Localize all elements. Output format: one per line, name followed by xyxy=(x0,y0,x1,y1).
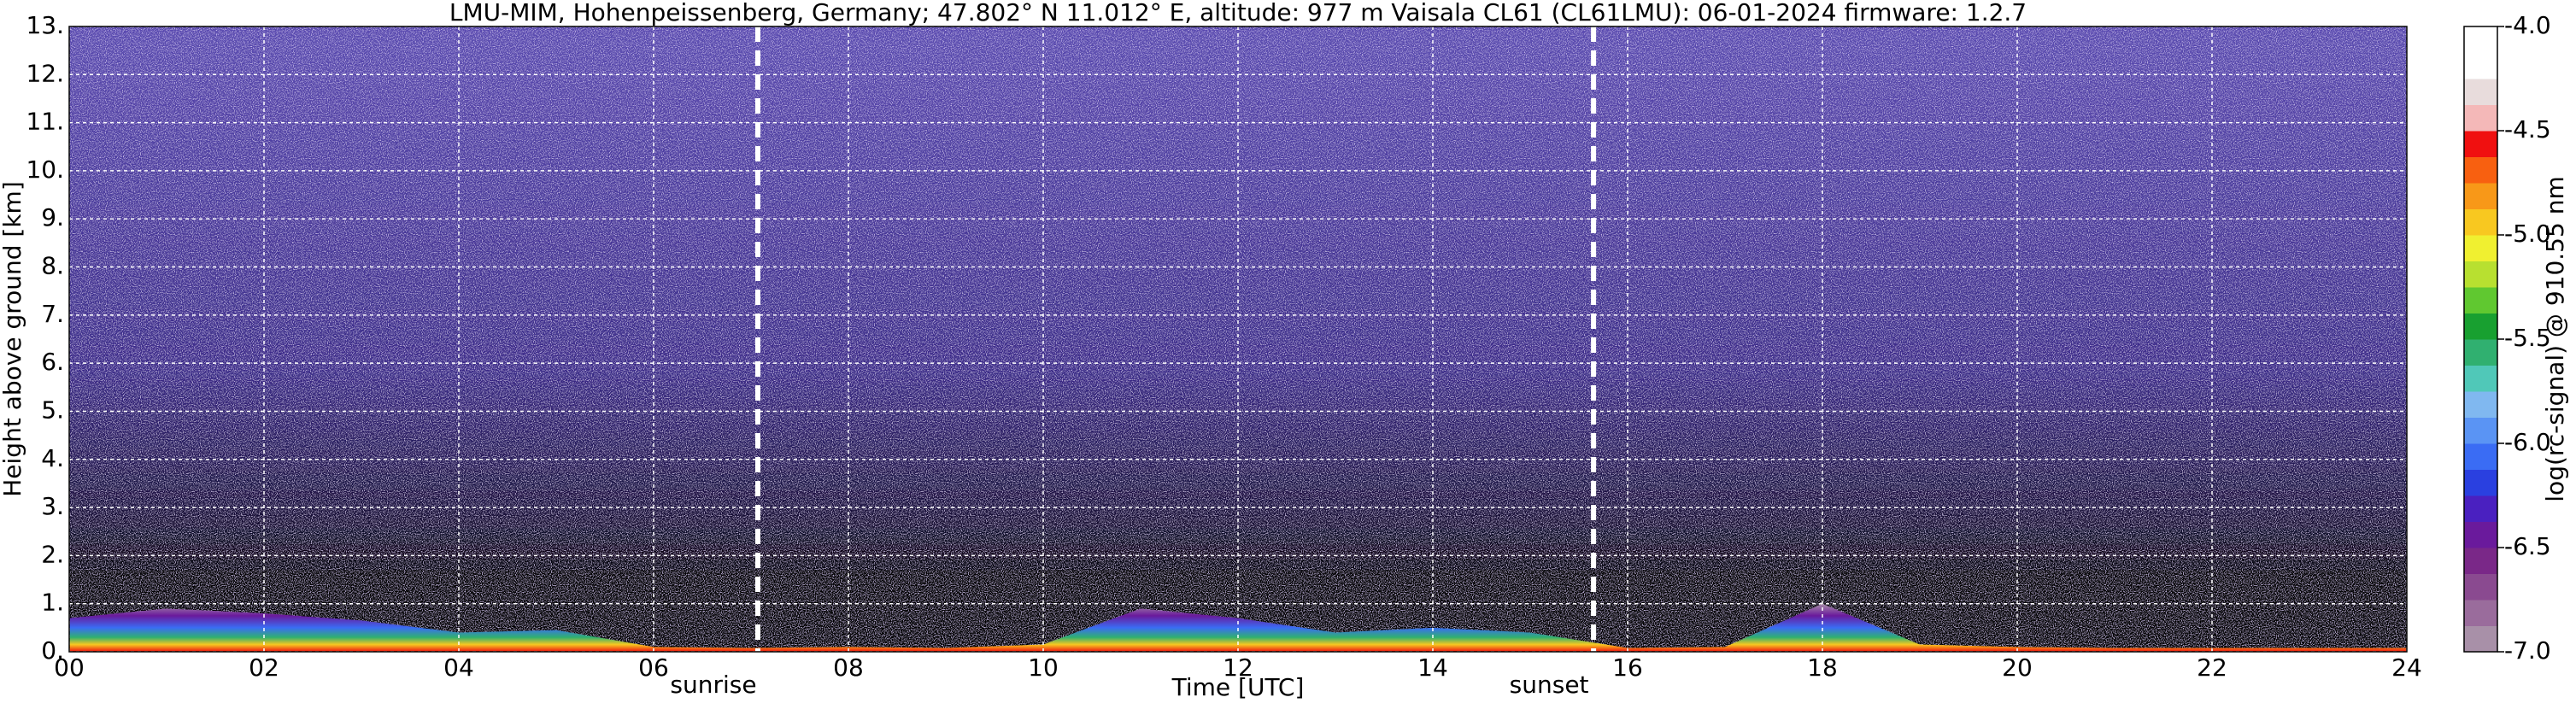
x-tick-label: 06 xyxy=(638,653,669,682)
x-tick-label: 24 xyxy=(2391,653,2422,682)
x-tick-label: 14 xyxy=(1417,653,1448,682)
colorbar-tick-label: -6.5 xyxy=(2504,532,2551,560)
colorbar-swatch xyxy=(2464,52,2497,79)
colorbar-tick-label: -7.0 xyxy=(2504,636,2551,665)
y-tick-label: 0. xyxy=(41,636,64,665)
y-tick-label: 4. xyxy=(41,444,64,472)
colorbar-swatch xyxy=(2464,365,2497,392)
colorbar-swatch xyxy=(2464,287,2497,313)
x-tick-label: 08 xyxy=(833,653,864,682)
colorbar-swatch xyxy=(2464,26,2497,53)
y-tick-label: 7. xyxy=(41,300,64,328)
x-tick-label: 16 xyxy=(1612,653,1643,682)
colorbar-swatch xyxy=(2464,313,2497,340)
colorbar-swatch xyxy=(2464,443,2497,470)
colorbar-tick-label: -5.5 xyxy=(2504,324,2551,352)
colorbar-swatch xyxy=(2464,79,2497,105)
x-tick-label: 20 xyxy=(2002,653,2033,682)
x-tick-label: 22 xyxy=(2197,653,2227,682)
x-tick-label: 02 xyxy=(249,653,279,682)
colorbar-tick-label: -6.0 xyxy=(2504,428,2551,456)
colorbar-swatch xyxy=(2464,625,2497,653)
x-tick-label: 18 xyxy=(1807,653,1838,682)
colorbar-swatch xyxy=(2464,131,2497,157)
colorbar-swatch xyxy=(2464,391,2497,418)
y-tick-label: 1. xyxy=(41,589,64,617)
colorbar-swatch xyxy=(2464,339,2497,366)
y-tick-label: 5. xyxy=(41,396,64,424)
x-axis-label: Time [UTC] xyxy=(1171,673,1305,701)
y-tick-label: 8. xyxy=(41,252,64,280)
plot-frame xyxy=(68,26,2408,653)
colorbar-label: log(rc-signal) @ 910.55 nm xyxy=(2541,176,2569,501)
colorbar-swatch xyxy=(2464,548,2497,574)
colorbar-tick-label: -5.0 xyxy=(2504,220,2551,248)
colorbar-swatch xyxy=(2464,600,2497,626)
colorbar-swatch xyxy=(2464,521,2497,548)
colorbar-swatch xyxy=(2464,235,2497,261)
y-tick-label: 6. xyxy=(41,348,64,376)
chart-title: LMU-MIM, Hohenpeissenberg, Germany; 47.8… xyxy=(449,0,2027,26)
colorbar-tick-label: -4.0 xyxy=(2504,11,2551,39)
marker-label: sunset xyxy=(1510,671,1589,699)
y-tick-label: 2. xyxy=(41,540,64,568)
colorbar-swatch xyxy=(2464,208,2497,236)
y-tick-label: 3. xyxy=(41,492,64,520)
y-tick-label: 13. xyxy=(26,11,64,39)
x-tick-label: 00 xyxy=(54,653,85,682)
marker-label: sunrise xyxy=(670,671,756,699)
y-tick-label: 11. xyxy=(26,108,64,136)
y-tick-label: 9. xyxy=(41,203,64,231)
colorbar-swatch xyxy=(2464,417,2497,444)
y-tick-label: 10. xyxy=(26,155,64,184)
plot-background xyxy=(69,26,2407,652)
y-tick-label: 12. xyxy=(26,59,64,87)
colorbar-tick-label: -4.5 xyxy=(2504,115,2551,144)
colorbar-swatch xyxy=(2464,573,2497,601)
colorbar-swatch xyxy=(2464,469,2497,496)
colorbar-swatch xyxy=(2464,183,2497,209)
x-tick-label: 12 xyxy=(1223,653,1253,682)
colorbar-swatch xyxy=(2464,495,2497,522)
colorbar-swatch xyxy=(2464,104,2497,132)
colorbar-swatch xyxy=(2464,261,2497,288)
y-axis-label: Height above ground [km] xyxy=(0,181,26,497)
colorbar-swatch xyxy=(2464,156,2497,184)
x-tick-label: 10 xyxy=(1028,653,1059,682)
x-tick-label: 04 xyxy=(443,653,474,682)
